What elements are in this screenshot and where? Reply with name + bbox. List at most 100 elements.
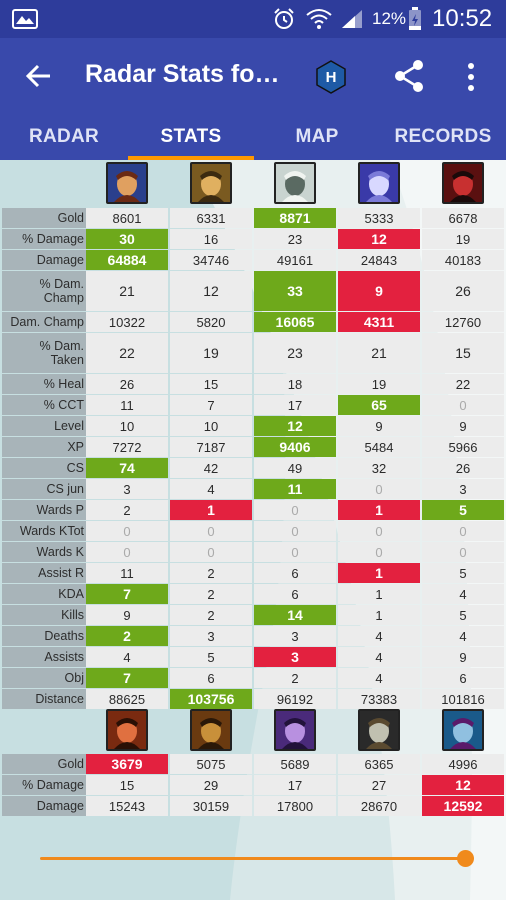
back-arrow-icon[interactable]	[24, 62, 52, 95]
stat-cell: 74	[86, 458, 168, 478]
stat-cell: 14	[254, 605, 336, 625]
stat-label: % Damage	[2, 775, 86, 795]
stat-cell: 0	[422, 395, 504, 415]
stat-label: Damage	[2, 796, 86, 816]
stat-cell: 19	[422, 229, 504, 249]
stat-cell: 1	[170, 500, 252, 520]
stat-cell: 12760	[422, 312, 504, 332]
stat-label: % Dam. Champ	[2, 271, 86, 311]
share-icon[interactable]	[392, 58, 426, 99]
stat-cell: 5075	[170, 754, 252, 774]
stat-cell: 2	[170, 605, 252, 625]
stat-cell: 17	[254, 395, 336, 415]
stat-cell: 21	[338, 333, 420, 373]
stat-cell: 2	[86, 626, 168, 646]
stat-cell: 4	[170, 479, 252, 499]
stat-cell: 12	[422, 775, 504, 795]
stat-cell: 18	[254, 374, 336, 394]
stat-label: Obj	[2, 668, 86, 688]
stat-cell: 6	[254, 563, 336, 583]
stat-cell: 5820	[170, 312, 252, 332]
stat-cell: 15	[422, 333, 504, 373]
team1-champion-portrait-1[interactable]	[106, 162, 148, 204]
stat-cell: 5	[422, 563, 504, 583]
tab-radar[interactable]: RADAR	[28, 126, 100, 147]
stat-cell: 5	[422, 605, 504, 625]
stat-cell: 1	[338, 605, 420, 625]
stat-cell: 24843	[338, 250, 420, 270]
tab-map[interactable]: MAP	[295, 126, 339, 147]
team1-champion-portrait-4[interactable]	[358, 162, 400, 204]
stat-cell: 0	[254, 521, 336, 541]
team1-champion-portrait-5[interactable]	[442, 162, 484, 204]
team2-champion-portrait-3[interactable]	[274, 709, 316, 751]
timeline-slider-thumb[interactable]	[457, 850, 474, 867]
timeline-slider-track[interactable]	[40, 857, 466, 860]
stat-cell: 6	[254, 584, 336, 604]
stat-cell: 8871	[254, 208, 336, 228]
stat-cell: 26	[86, 374, 168, 394]
stat-cell: 49161	[254, 250, 336, 270]
stat-cell: 5966	[422, 437, 504, 457]
stat-cell: 15	[170, 374, 252, 394]
stat-cell: 10	[170, 416, 252, 436]
stat-cell: 101816	[422, 689, 504, 709]
stat-cell: 15243	[86, 796, 168, 816]
stat-cell: 16065	[254, 312, 336, 332]
status-bar: 12% 10:52	[0, 0, 506, 38]
rank-badge-letter: H	[325, 68, 337, 86]
stat-cell: 0	[170, 542, 252, 562]
stat-cell: 73383	[338, 689, 420, 709]
team2-champion-portrait-5[interactable]	[442, 709, 484, 751]
stat-label: Wards P	[2, 500, 86, 520]
stat-cell: 11	[86, 563, 168, 583]
stat-cell: 42	[170, 458, 252, 478]
stat-cell: 6331	[170, 208, 252, 228]
stat-cell: 88625	[86, 689, 168, 709]
stat-cell: 12	[254, 416, 336, 436]
team2-champion-portrait-2[interactable]	[190, 709, 232, 751]
page-title: Radar Stats fo…	[85, 60, 280, 88]
stat-cell: 5	[170, 647, 252, 667]
stat-cell: 40183	[422, 250, 504, 270]
stat-cell: 29	[170, 775, 252, 795]
stat-cell: 7	[86, 584, 168, 604]
stat-cell: 3679	[86, 754, 168, 774]
stat-cell: 5	[422, 500, 504, 520]
stat-cell: 9	[86, 605, 168, 625]
tab-records[interactable]: RECORDS	[394, 126, 492, 147]
team2-champion-portrait-4[interactable]	[358, 709, 400, 751]
rank-badge-icon[interactable]: H	[314, 60, 348, 94]
stat-label: % Heal	[2, 374, 86, 394]
stat-cell: 5333	[338, 208, 420, 228]
stat-cell: 96192	[254, 689, 336, 709]
stat-cell: 0	[422, 542, 504, 562]
stat-cell: 26	[422, 458, 504, 478]
stat-cell: 11	[254, 479, 336, 499]
stat-cell: 0	[422, 521, 504, 541]
stat-label: % Damage	[2, 229, 86, 249]
stat-cell: 1	[338, 500, 420, 520]
stat-cell: 26	[422, 271, 504, 311]
stat-cell: 28670	[338, 796, 420, 816]
overflow-menu-icon[interactable]	[466, 62, 476, 97]
stats-content: Gold 8601 6331 8871 5333 6678% Damage 30 16 23 12…	[0, 160, 506, 900]
stat-cell: 23	[254, 229, 336, 249]
stat-cell: 5689	[254, 754, 336, 774]
stat-cell: 34746	[170, 250, 252, 270]
stat-label: % CCT	[2, 395, 86, 415]
stat-cell: 33	[254, 271, 336, 311]
stat-cell: 4996	[422, 754, 504, 774]
stat-cell: 103756	[170, 689, 252, 709]
stat-cell: 1	[338, 584, 420, 604]
team1-champion-portrait-3[interactable]	[274, 162, 316, 204]
stat-cell: 4311	[338, 312, 420, 332]
team2-champion-portrait-1[interactable]	[106, 709, 148, 751]
stat-cell: 8601	[86, 208, 168, 228]
app-bar: Radar Stats fo… H	[0, 38, 506, 114]
team1-champion-portrait-2[interactable]	[190, 162, 232, 204]
tab-stats[interactable]: STATS	[160, 126, 222, 147]
battery-icon	[408, 0, 422, 38]
stat-cell: 4	[338, 668, 420, 688]
stat-label: Gold	[2, 208, 86, 228]
